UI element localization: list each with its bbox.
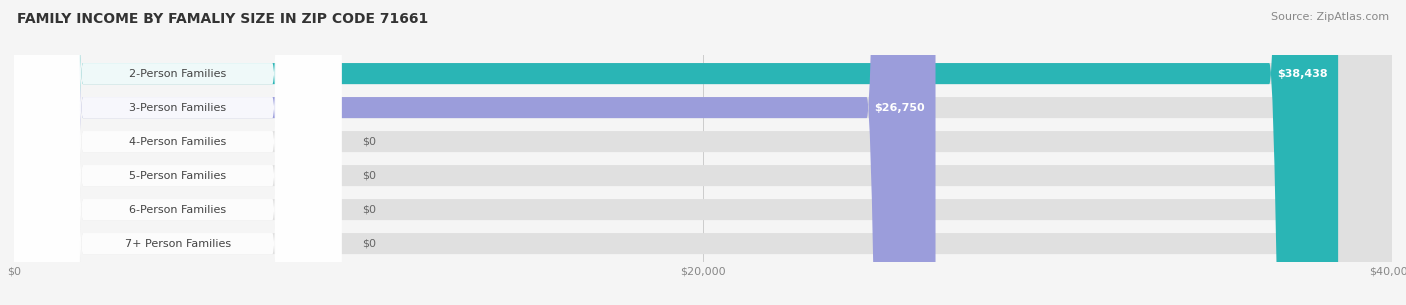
Text: $38,438: $38,438 [1277, 69, 1327, 79]
Text: 4-Person Families: 4-Person Families [129, 137, 226, 147]
Text: $0: $0 [361, 205, 375, 215]
FancyBboxPatch shape [14, 0, 342, 305]
Text: $26,750: $26,750 [875, 102, 925, 113]
FancyBboxPatch shape [14, 0, 1392, 305]
FancyBboxPatch shape [14, 0, 342, 305]
FancyBboxPatch shape [14, 0, 1392, 305]
FancyBboxPatch shape [14, 0, 935, 305]
FancyBboxPatch shape [14, 0, 1339, 305]
FancyBboxPatch shape [14, 0, 1392, 305]
FancyBboxPatch shape [14, 0, 1392, 305]
FancyBboxPatch shape [14, 0, 1392, 305]
FancyBboxPatch shape [14, 0, 342, 305]
FancyBboxPatch shape [14, 0, 342, 305]
Text: 5-Person Families: 5-Person Families [129, 170, 226, 181]
Text: FAMILY INCOME BY FAMALIY SIZE IN ZIP CODE 71661: FAMILY INCOME BY FAMALIY SIZE IN ZIP COD… [17, 12, 427, 26]
FancyBboxPatch shape [14, 0, 342, 305]
FancyBboxPatch shape [14, 0, 342, 305]
Text: $0: $0 [361, 137, 375, 147]
Text: 7+ Person Families: 7+ Person Families [125, 239, 231, 249]
FancyBboxPatch shape [14, 0, 1392, 305]
Text: Source: ZipAtlas.com: Source: ZipAtlas.com [1271, 12, 1389, 22]
Text: 2-Person Families: 2-Person Families [129, 69, 226, 79]
Text: 6-Person Families: 6-Person Families [129, 205, 226, 215]
Text: $0: $0 [361, 239, 375, 249]
Text: $0: $0 [361, 170, 375, 181]
Text: 3-Person Families: 3-Person Families [129, 102, 226, 113]
